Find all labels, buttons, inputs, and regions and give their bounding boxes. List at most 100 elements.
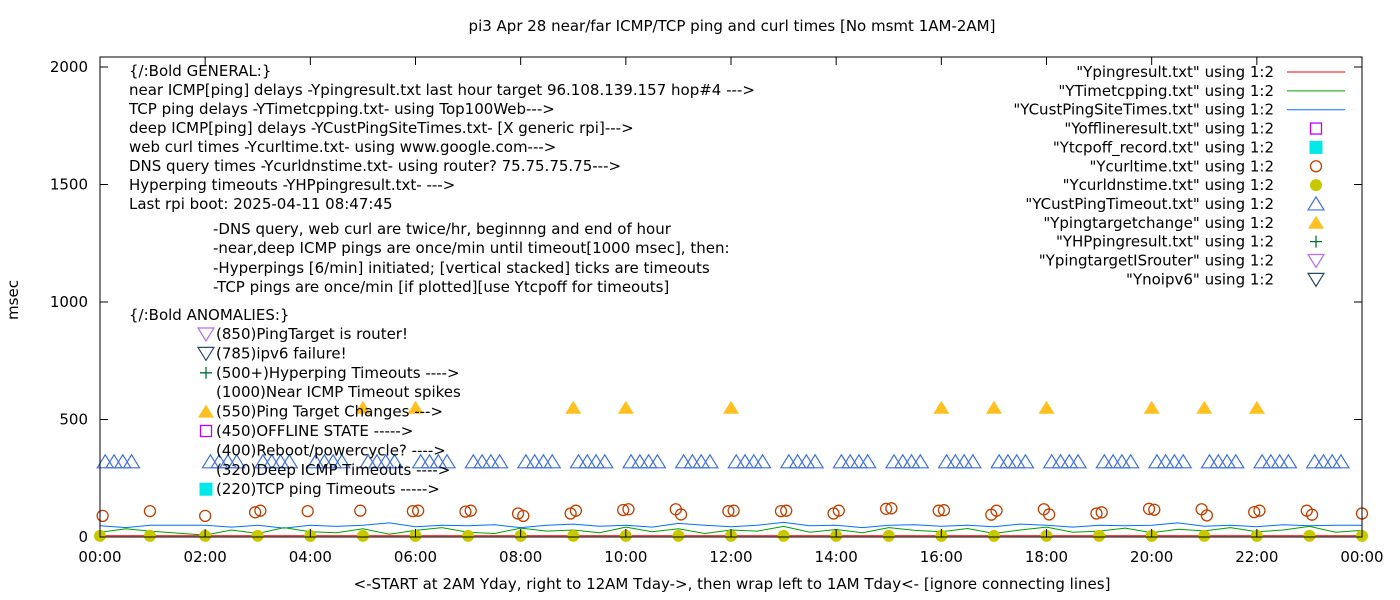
general-note: Last rpi boot: 2025-04-11 08:47:45 xyxy=(129,195,393,213)
cust-ping-timeout-point xyxy=(753,453,772,469)
curl-time-point xyxy=(301,504,314,518)
dns-time-point xyxy=(777,529,790,542)
y-axis-label: msec xyxy=(4,280,22,320)
cust-ping-timeout-point xyxy=(306,453,325,469)
curl-time-point xyxy=(990,504,1003,517)
dns-time-point xyxy=(356,529,369,542)
x-tick-label: 12:00 xyxy=(709,548,752,566)
legend-symbol-icon xyxy=(1310,235,1322,248)
ping-target-change-point xyxy=(617,400,634,414)
legend-label: "YTimetcpping.txt" using 1:2 xyxy=(1058,82,1274,100)
cust-ping-timeout-point xyxy=(797,453,816,469)
cust-ping-timeout-point xyxy=(367,453,387,469)
cust-ping-timeout-point xyxy=(385,453,404,469)
cust-ping-timeout-point xyxy=(911,453,930,469)
anomaly-note: (850)PingTarget is router! xyxy=(216,325,408,343)
cust-ping-timeout-point xyxy=(534,453,553,469)
curl-time-point xyxy=(354,504,367,517)
y-tick-label: 1000 xyxy=(50,293,88,311)
cust-ping-timeout-point xyxy=(429,453,448,469)
cust-ping-timeout-point xyxy=(902,453,921,469)
anomaly-note: (550)Ping Target Changes ---> xyxy=(216,403,443,421)
cust-ping-timeout-point xyxy=(1323,453,1342,469)
curl-time-point xyxy=(832,504,845,517)
legend-label: "Ycurltime.txt" using 1:2 xyxy=(1089,157,1274,175)
anomaly-symbol-icon xyxy=(196,346,216,362)
cust-ping-timeout-point xyxy=(578,453,597,469)
ping-target-change-point xyxy=(1196,400,1213,414)
anomaly-note: (500+)Hyperping Timeouts ----> xyxy=(216,364,460,382)
general-note: deep ICMP[ping] delays -YCustPingSiteTim… xyxy=(129,119,634,137)
cust-ping-timeout-point xyxy=(1121,453,1140,469)
curl-time-point xyxy=(622,503,635,516)
x-tick-label: 10:00 xyxy=(604,548,647,566)
cust-ping-timeout-point xyxy=(1217,453,1237,469)
curl-time-point xyxy=(727,504,740,517)
x-tick-label: 02:00 xyxy=(184,548,227,566)
cust-ping-timeout-point xyxy=(464,453,483,469)
legend-label: "Ypingtargetchange" using 1:2 xyxy=(1043,214,1274,232)
cust-ping-timeout-point xyxy=(841,453,860,469)
cust-ping-timeout-point xyxy=(955,453,974,469)
cust-ping-timeout-point xyxy=(744,453,763,469)
curl-time-point xyxy=(406,504,420,518)
cust-ping-timeout-point xyxy=(315,453,334,469)
dns-time-point xyxy=(567,529,580,542)
cust-ping-timeout-point xyxy=(692,453,711,469)
cust-ping-timeout-point xyxy=(595,453,614,469)
cust-ping-timeout-point xyxy=(104,453,124,469)
ping-target-change-point xyxy=(1143,400,1160,414)
ping-target-change-point xyxy=(933,400,950,414)
y-tick-label: 2000 xyxy=(50,58,88,76)
legend-label: "Yofflineresult.txt" using 1:2 xyxy=(1064,120,1274,138)
curl-time-point xyxy=(780,504,793,517)
sub-note: -DNS query, web curl are twice/hr, begin… xyxy=(213,220,672,238)
cust-ping-timeout-point xyxy=(113,453,132,469)
anomaly-note: (220)TCP ping Timeouts -----> xyxy=(216,480,440,498)
cust-ping-timeout-point xyxy=(735,453,755,469)
curl-time-point xyxy=(459,505,472,518)
cust-ping-timeout-point xyxy=(473,453,492,469)
curl-time-point xyxy=(464,504,477,517)
annotation-notes: {/:Bold GENERAL:}near ICMP[ping] delays … xyxy=(128,62,755,498)
cust-ping-timeout-point xyxy=(893,453,912,469)
curl-time-point xyxy=(722,504,735,518)
x-axis-label: <-START at 2AM Yday, right to 12AM Tday-… xyxy=(354,575,1111,593)
cust-ping-timeout-point xyxy=(1112,453,1131,469)
curl-time-point xyxy=(1200,509,1214,522)
dns-time-point xyxy=(1198,529,1211,542)
legend-symbol-icon xyxy=(1308,215,1324,229)
cust-ping-timeout-point xyxy=(1095,453,1114,469)
ping-target-change-point xyxy=(1038,400,1055,414)
cust-ping-timeout-point xyxy=(639,453,658,469)
cust-ping-timeout-point xyxy=(1165,453,1184,469)
curl-time-point xyxy=(1305,508,1319,521)
curl-time-point xyxy=(617,503,630,517)
cust-ping-timeout-point xyxy=(280,453,299,469)
dns-time-point xyxy=(882,529,895,542)
dns-time-point xyxy=(1303,529,1316,542)
curl-time-point xyxy=(932,504,945,517)
cust-ping-timeout-point xyxy=(1051,453,1070,469)
curl-time-point xyxy=(143,504,157,518)
cust-ping-timeout-point xyxy=(227,453,246,469)
cust-ping-timeout-point xyxy=(324,453,343,469)
legend-label: "YHPpingresult.txt" using 1:2 xyxy=(1056,233,1274,251)
curl-time-point xyxy=(674,508,688,521)
curl-time-point xyxy=(411,504,425,517)
cust-ping-timeout-point xyxy=(1104,453,1123,469)
cust-ping-timeout-point xyxy=(674,453,693,469)
cust-ping-timeout-point xyxy=(569,453,588,469)
cust-ping-timeout-point xyxy=(622,453,641,469)
cust-ping-timeout-point xyxy=(96,453,115,469)
cust-ping-timeout-point xyxy=(858,453,877,469)
legend-symbol-icon xyxy=(1306,253,1326,269)
y-tick-label: 0 xyxy=(78,528,88,546)
curl-time-point xyxy=(1248,505,1261,519)
cust-ping-timeout-point xyxy=(1156,453,1175,469)
cust-ping-timeout-point xyxy=(700,453,720,469)
curl-time-point xyxy=(254,504,267,517)
cust-ping-timeout-point xyxy=(849,453,869,469)
cust-ping-timeout-point xyxy=(727,453,746,469)
anomalies-header: {/:Bold ANOMALIES:} xyxy=(129,306,289,324)
